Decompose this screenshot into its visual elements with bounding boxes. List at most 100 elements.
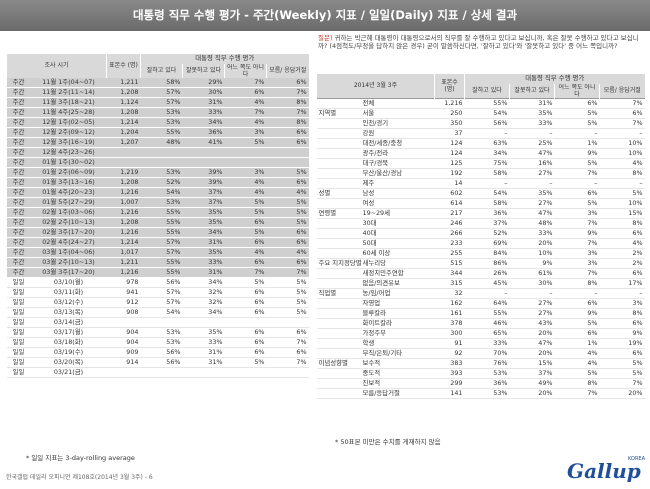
row-group	[316, 348, 361, 359]
row-category: 제주	[360, 178, 435, 189]
row-period: 03/19(수)	[30, 347, 107, 358]
row-value: 58%	[140, 77, 183, 88]
header-row-sub: 잘하고 있다 잘못하고 있다 어느 쪽도 아니다 모름/ 응답거절	[7, 63, 309, 78]
table-row: 가정주부 300 65% 20% 6% 9%	[316, 328, 645, 339]
gallup-logo-korea: KOREA	[628, 456, 645, 462]
row-category: 40대	[360, 228, 435, 239]
row-value: 7%	[224, 267, 267, 278]
row-value: 32	[434, 287, 465, 299]
row-value: 914	[106, 357, 141, 368]
row-value: 55%	[464, 97, 510, 109]
row-value: 3%	[599, 298, 645, 309]
row-value: 53%	[140, 117, 183, 128]
row-group	[316, 318, 361, 329]
row-group	[316, 218, 361, 229]
row-value: 5%	[266, 277, 309, 288]
row-value: 7%	[266, 87, 309, 98]
header-col: 어느 쪽도 아니다	[224, 63, 267, 78]
row-value: 5%	[266, 307, 309, 318]
row-period: 03/18(화)	[30, 337, 107, 348]
row-value: 55%	[464, 308, 510, 319]
row-value	[224, 157, 267, 168]
row-value: 6%	[599, 107, 645, 119]
table-row: 주간 12월 3주(16~19) 1,207 48% 41% 5% 6%	[6, 137, 309, 148]
table-row: 주간 02월 4주(24~27) 1,214 57% 31% 6% 6%	[6, 237, 309, 248]
row-value: 31%	[182, 237, 225, 248]
table-row: 주간 01월 1주(30~02)	[6, 157, 309, 168]
row-value: 65%	[464, 328, 510, 339]
row-value	[224, 317, 267, 328]
row-type: 주간	[6, 107, 31, 118]
question-label: 질문)	[318, 34, 333, 42]
table-row: 30대 246 37% 48% 7% 8%	[316, 218, 645, 229]
row-value: 27%	[509, 198, 555, 209]
row-value: –	[509, 178, 555, 189]
row-value: 7%	[554, 268, 600, 279]
row-value: 47%	[509, 148, 555, 159]
row-value: 58%	[464, 198, 510, 209]
table-row: 자영업 162 64% 27% 6% 3%	[316, 298, 645, 309]
row-value: 34%	[182, 227, 225, 238]
row-value	[224, 147, 267, 158]
row-value: 978	[106, 277, 141, 288]
header-survey-period: 조사 시기	[6, 54, 107, 78]
row-value: 92	[434, 348, 465, 359]
row-type: 일일	[6, 347, 31, 358]
row-value: 57%	[140, 287, 183, 298]
row-value: 1,216	[434, 97, 465, 109]
table-row: 연령별 19~29세 217 36% 47% 3% 15%	[316, 207, 645, 219]
row-value: 2%	[599, 257, 645, 269]
row-value	[140, 147, 183, 158]
row-category: 모름/응답거절	[360, 388, 435, 399]
row-value: 7%	[599, 118, 645, 129]
table-row: 일일 03/18(화) 904 53% 33% 6% 7%	[6, 337, 309, 348]
row-value: 1,216	[106, 227, 141, 238]
row-value: 250	[434, 107, 465, 119]
row-value: 19%	[599, 338, 645, 349]
row-value: 5%	[266, 197, 309, 208]
table-row: 주간 11월 2주(11~14) 1,208 57% 30% 6% 7%	[6, 87, 309, 98]
row-value: 8%	[599, 308, 645, 319]
row-value: 10%	[509, 248, 555, 259]
row-value: 56%	[140, 277, 183, 288]
row-value: 909	[106, 347, 141, 358]
row-value: –	[464, 287, 510, 299]
row-period: 03/13(목)	[30, 307, 107, 318]
page-banner: 대통령 직무 수행 평가 - 주간(Weekly) 지표 / 일일(Daily)…	[0, 0, 650, 31]
row-value: 48%	[140, 137, 183, 148]
row-value: 20%	[509, 238, 555, 249]
table-row: 진보적 299 36% 49% 8% 7%	[316, 378, 645, 389]
row-value: 20%	[509, 348, 555, 359]
row-value: 1,216	[106, 207, 141, 218]
row-value: 5%	[554, 198, 600, 209]
gallup-logo: Gallup	[567, 459, 641, 483]
header-col: 모름/ 응답거절	[598, 83, 645, 98]
table-row: 주간 12월 2주(09~12) 1,204 55% 36% 3% 6%	[6, 127, 309, 138]
row-value: 6%	[224, 327, 267, 338]
row-value: 56%	[140, 347, 183, 358]
row-value: 5%	[266, 287, 309, 298]
row-value: 912	[106, 297, 141, 308]
row-type: 주간	[6, 97, 31, 108]
row-value: 161	[434, 308, 465, 319]
row-type: 주간	[6, 247, 31, 258]
table-row: 없음/의견유보 315 45% 30% 8% 17%	[316, 278, 645, 289]
row-value: 6%	[599, 228, 645, 239]
row-value: 10%	[599, 148, 645, 159]
row-period: 11월 1주(04~07)	[30, 77, 107, 88]
table-row: 주간 03월 2주(10~13) 1,211 55% 33% 6% 6%	[6, 257, 309, 268]
row-value: 5%	[554, 158, 600, 169]
row-value: 1,211	[106, 257, 141, 268]
row-value: 5%	[224, 277, 267, 288]
row-value: –	[599, 128, 645, 139]
row-group: 지역별	[316, 107, 361, 119]
row-category: 새정치민주연합	[360, 268, 435, 279]
row-value: 6%	[224, 297, 267, 308]
row-value: 49%	[509, 378, 555, 389]
row-value: 6%	[599, 348, 645, 359]
row-period: 12월 2주(09~12)	[30, 127, 107, 138]
row-value	[224, 367, 267, 378]
row-value	[182, 147, 225, 158]
table-row: 무직/은퇴/기타 92 70% 20% 4% 6%	[316, 348, 645, 359]
row-value: 6%	[599, 318, 645, 329]
